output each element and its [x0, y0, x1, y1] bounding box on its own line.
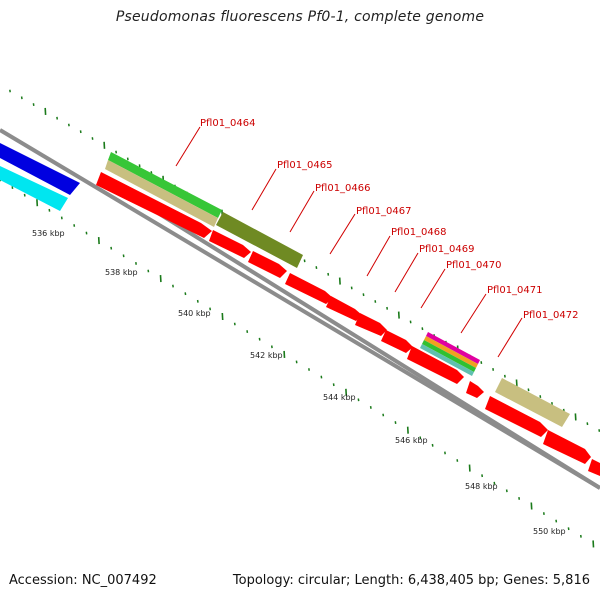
kbp-label: 544 kbp — [323, 393, 356, 402]
gene-label: Pfl01_0465 — [277, 160, 333, 171]
gene-label-line — [366, 235, 391, 277]
gene-label: Pfl01_0464 — [200, 118, 256, 129]
gene-label-line — [394, 252, 419, 293]
kbp-label: 546 kbp — [395, 436, 428, 445]
gene-arrow — [466, 381, 484, 398]
gene-arrow — [96, 172, 212, 238]
gene-arrow — [407, 346, 464, 384]
gene-label-line — [329, 213, 356, 255]
gene-arrow — [588, 459, 600, 476]
feature-tracks — [0, 128, 600, 490]
gene-label: Pfl01_0470 — [446, 260, 502, 271]
gene-arrow — [485, 396, 548, 437]
feature-bar-green — [422, 340, 476, 372]
gene-label-line — [497, 317, 523, 358]
gene-arrow — [355, 313, 387, 336]
kbp-label: 538 kbp — [105, 268, 138, 277]
gene-label-lines — [175, 126, 523, 358]
feature-bar-magenta — [426, 332, 480, 364]
gene-label: Pfl01_0472 — [523, 310, 579, 321]
kbp-label: 536 kbp — [32, 229, 65, 238]
gene-label-line — [460, 293, 487, 334]
kbp-labels: 536 kbp 538 kbp 540 kbp 542 kbp 544 kbp … — [32, 229, 566, 536]
gene-arrow — [543, 430, 591, 464]
gene-label-line — [175, 126, 201, 167]
accession-label: Accession: NC_007492 — [9, 573, 157, 588]
gene-labels: Pfl01_0464 Pfl01_0465 Pfl01_0466 Pfl01_0… — [200, 118, 579, 321]
gene-label: Pfl01_0471 — [487, 285, 543, 296]
kbp-label: 540 kbp — [178, 309, 211, 318]
gene-arrow — [326, 296, 362, 321]
gene-label-line — [289, 190, 315, 233]
feature-bar-blue — [0, 143, 80, 195]
feature-bar-olive — [216, 212, 303, 268]
backbone-line — [0, 128, 600, 490]
map-title: Pseudomonas fluorescens Pf0-1, complete … — [115, 9, 485, 25]
gene-arrow — [381, 330, 413, 353]
gene-label: Pfl01_0467 — [356, 206, 412, 217]
gene-label: Pfl01_0469 — [419, 244, 475, 255]
tick-marks-outer — [9, 89, 600, 432]
kbp-label: 548 kbp — [465, 482, 498, 491]
gene-label: Pfl01_0468 — [391, 227, 447, 238]
tick-marks-inner — [0, 178, 595, 548]
backbone-line — [98, 175, 600, 490]
feature-bar-cyan — [0, 166, 68, 211]
gene-arrow — [248, 251, 287, 278]
gene-label-line — [420, 268, 446, 309]
feature-bar-teal — [420, 344, 474, 376]
feature-bar-tan — [105, 160, 218, 227]
kbp-label: 550 kbp — [533, 527, 566, 536]
gene-label: Pfl01_0466 — [315, 183, 371, 194]
feature-bar-light-green — [108, 152, 222, 218]
kbp-label: 542 kbp — [250, 351, 283, 360]
gene-arrow — [285, 273, 333, 304]
feature-bar-orange — [424, 336, 478, 368]
feature-bar-tan — [495, 378, 570, 427]
gene-arrow — [209, 230, 251, 258]
gene-label-line — [251, 168, 277, 211]
genome-summary: Topology: circular; Length: 6,438,405 bp… — [232, 573, 590, 588]
